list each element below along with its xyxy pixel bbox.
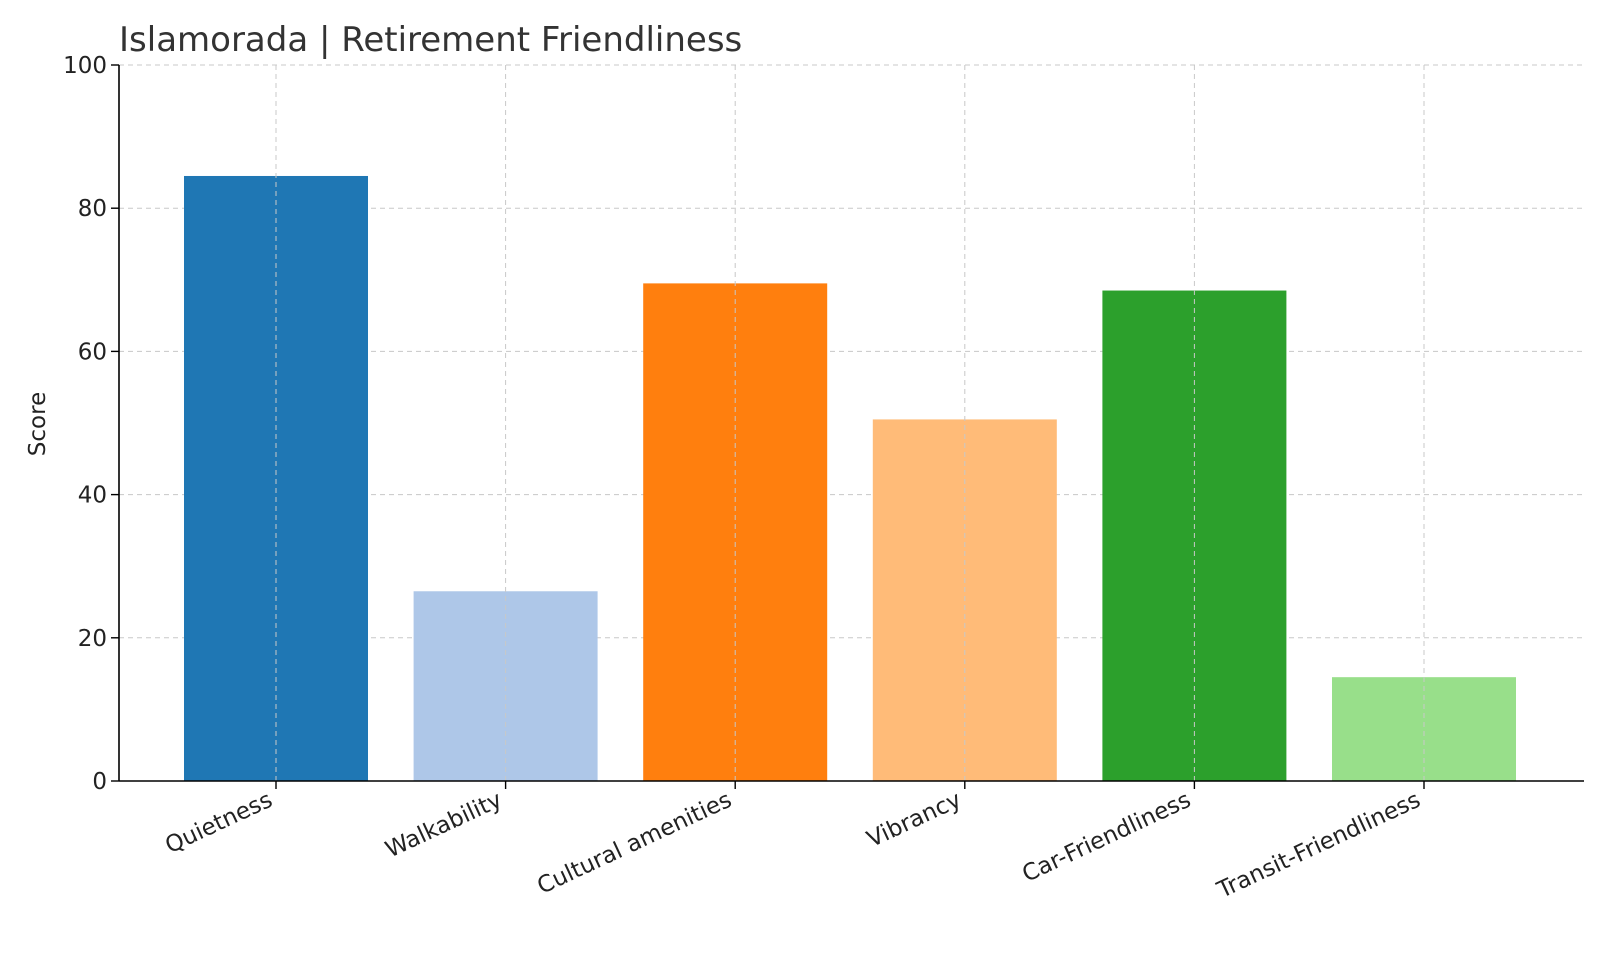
- y-tick-label: 0: [92, 769, 107, 795]
- axes: [118, 65, 1584, 782]
- y-ticks: 0 20 40 60 80 100: [63, 53, 119, 795]
- x-ticks: Quietness Walkability Cultural amenities Vi…: [161, 781, 1425, 904]
- x-tick-label: Quietness: [161, 787, 276, 859]
- y-tick-label: 80: [78, 196, 107, 222]
- x-tick-label: Car-Friendliness: [1018, 787, 1195, 888]
- vertical-grid: [275, 65, 1425, 781]
- x-tick-label: Walkability: [382, 787, 506, 863]
- y-tick-label: 40: [78, 483, 107, 509]
- bar: [1332, 677, 1516, 781]
- x-tick-label: Transit-Friendliness: [1213, 787, 1425, 904]
- y-tick-label: 100: [63, 53, 107, 79]
- x-tick-label: Cultural amenities: [533, 787, 735, 900]
- chart-title: Islamorada | Retirement Friendliness: [119, 20, 742, 60]
- y-tick-label: 20: [78, 626, 107, 652]
- x-tick-label: Vibrancy: [863, 787, 965, 853]
- y-axis-label: Score: [25, 392, 51, 456]
- y-tick-label: 60: [78, 339, 107, 365]
- bars: [184, 175, 1516, 782]
